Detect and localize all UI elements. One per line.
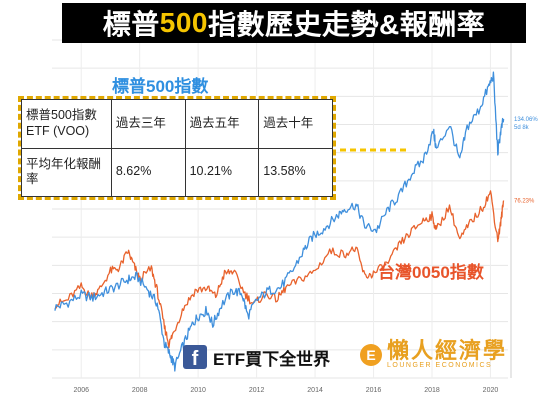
brand-logo: E 懶人經濟學 LOUNGER ECONOMICS — [360, 340, 507, 369]
x-tick-label: 2020 — [483, 387, 499, 394]
brand-name: 懶人經濟學 — [387, 338, 508, 363]
x-tick-label: 2018 — [424, 387, 440, 394]
brand-mark-icon: E — [360, 343, 382, 366]
series-line-tw0050 — [54, 190, 505, 349]
page-title: 標普 500 指數歷史走勢&報酬率 — [62, 3, 526, 43]
title-part1: 標普 — [102, 9, 160, 40]
x-tick-label: 2012 — [249, 387, 265, 394]
facebook-banner[interactable]: f ETF買下全世界 — [183, 344, 330, 370]
x-axis-ticks: 2006 2008 2010 2012 2014 2016 2018 2020 — [73, 387, 498, 394]
table-header-cell: 過去三年 — [110, 99, 186, 149]
series-end-label: 5d 8k — [514, 125, 530, 131]
chart-series — [54, 71, 505, 372]
x-tick-label: 2008 — [132, 387, 148, 394]
table-header-cell: 過去十年 — [258, 99, 333, 149]
series-line-sp500 — [54, 71, 505, 372]
x-tick-label: 2014 — [307, 387, 323, 394]
series-end-label: 76.23% — [514, 199, 535, 205]
tw0050-label: 台灣0050指數 — [378, 263, 484, 282]
table-row: 平均年化報酬率 8.62% 10.21% 13.58% — [21, 147, 333, 197]
table-row-label: 平均年化報酬率 — [21, 147, 112, 197]
facebook-icon: f — [183, 345, 207, 369]
series-end-label: 134.06% — [514, 117, 538, 123]
x-tick-label: 2006 — [73, 387, 89, 394]
title-part2: 500 — [159, 7, 208, 38]
sp500-label: 標普500指數 — [112, 77, 209, 96]
table-header-row: 標普500指數ETF (VOO) 過去三年 過去五年 過去十年 — [21, 99, 333, 149]
table-header-cell: 標普500指數ETF (VOO) — [21, 99, 112, 149]
return-table: 標普500指數ETF (VOO) 過去三年 過去五年 過去十年 平均年化報酬率 … — [18, 96, 336, 200]
x-tick-label: 2010 — [190, 387, 206, 394]
brand-subtitle: LOUNGER ECONOMICS — [387, 362, 493, 369]
series-end-labels: 76.23% 134.06% 5d 8k — [514, 117, 538, 205]
x-tick-label: 2016 — [366, 387, 382, 394]
table-cell: 13.58% — [258, 147, 333, 197]
facebook-page-name: ETF買下全世界 — [213, 349, 331, 369]
title-part3: 指數歷史走勢&報酬率 — [208, 9, 486, 40]
table-cell: 8.62% — [110, 147, 186, 197]
table-header-cell: 過去五年 — [184, 99, 260, 149]
table-cell: 10.21% — [184, 147, 260, 197]
